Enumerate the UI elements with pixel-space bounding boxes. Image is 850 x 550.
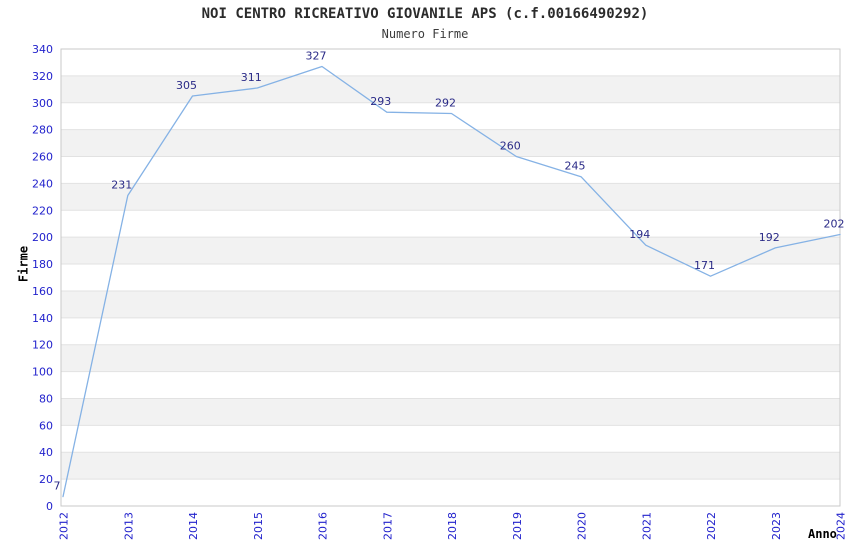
data-series-line xyxy=(62,65,841,498)
y-tick-label: 180 xyxy=(32,258,53,271)
y-tick-label: 260 xyxy=(32,151,53,164)
y-tick-label: 40 xyxy=(39,446,53,459)
grid-band xyxy=(61,237,840,265)
x-tick-label: 2015 xyxy=(252,512,265,540)
x-tick-label: 2014 xyxy=(187,512,200,540)
data-point-label: 194 xyxy=(629,228,650,241)
y-tick-label: 340 xyxy=(32,43,53,56)
y-tick-label: 280 xyxy=(32,124,53,137)
x-tick-label: 2013 xyxy=(122,512,135,540)
grid-band xyxy=(61,129,840,157)
x-tick-label: 2021 xyxy=(640,512,653,540)
chart-title: NOI CENTRO RICREATIVO GIOVANILE APS (c.f… xyxy=(201,6,649,22)
data-point-label: 305 xyxy=(176,79,197,92)
data-point-label: 192 xyxy=(759,231,780,244)
y-tick-label: 320 xyxy=(32,70,53,83)
y-tick-label: 20 xyxy=(39,473,53,486)
x-tick-label: 2016 xyxy=(317,512,330,540)
x-tick-label: 2012 xyxy=(58,512,71,540)
y-tick-label: 0 xyxy=(46,500,53,513)
x-tick-label: 2020 xyxy=(576,512,589,540)
x-axis-label: Anno xyxy=(808,527,837,541)
y-tick-label: 160 xyxy=(32,285,53,298)
x-tick-label: 2017 xyxy=(381,512,394,540)
data-point-label: 171 xyxy=(694,259,715,272)
data-point-label: 311 xyxy=(241,71,262,84)
y-tick-label: 200 xyxy=(32,231,53,244)
grid-band xyxy=(61,290,840,318)
data-point-label: 245 xyxy=(565,160,586,173)
y-tick-label: 120 xyxy=(32,339,53,352)
data-point-label: 202 xyxy=(824,217,845,230)
y-tick-label: 300 xyxy=(32,97,53,110)
y-tick-label: 100 xyxy=(32,366,53,379)
x-tick-label: 2019 xyxy=(511,512,524,540)
y-tick-label: 220 xyxy=(32,204,53,217)
data-point-label: 231 xyxy=(111,179,132,192)
x-tick-label: 2024 xyxy=(835,512,848,540)
y-tick-label: 80 xyxy=(39,392,53,405)
data-point-label: 293 xyxy=(370,95,391,108)
y-tick-label: 140 xyxy=(32,312,53,325)
grid-band xyxy=(61,398,840,426)
grid-band xyxy=(61,452,840,480)
data-point-label: 7 xyxy=(54,480,61,493)
chart-subtitle: Numero Firme xyxy=(381,27,469,41)
plot-border xyxy=(60,48,841,507)
x-tick-label: 2022 xyxy=(705,512,718,540)
x-tick-label: 2023 xyxy=(770,512,783,540)
y-tick-label: 60 xyxy=(39,419,53,432)
x-tick-label: 2018 xyxy=(446,512,459,540)
grid-band xyxy=(61,344,840,372)
data-point-label: 292 xyxy=(435,97,456,110)
data-point-label: 260 xyxy=(500,140,521,153)
data-point-label: 327 xyxy=(306,49,327,62)
grid-band xyxy=(61,183,840,211)
y-tick-label: 240 xyxy=(32,177,53,190)
y-axis-label: Firme xyxy=(16,245,31,283)
